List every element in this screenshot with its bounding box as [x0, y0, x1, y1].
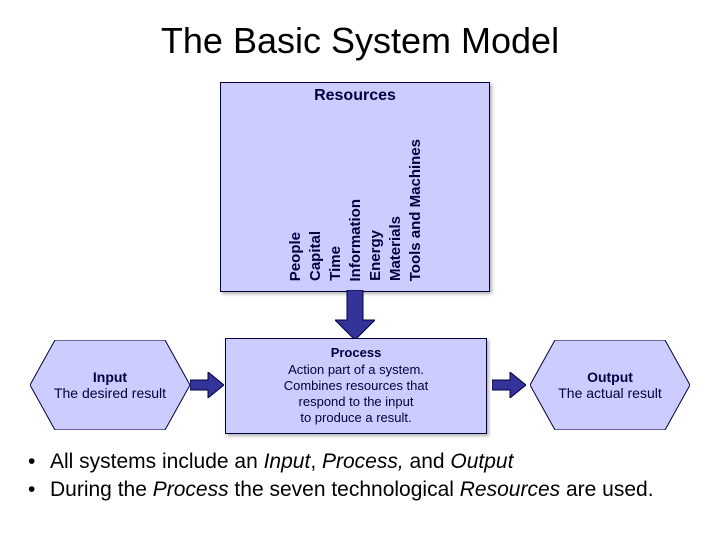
right-arrow-icon	[190, 372, 224, 398]
resource-item: Capital	[307, 231, 324, 281]
bullet-text: and	[404, 450, 451, 473]
resource-item: People	[287, 232, 304, 281]
bullet-dot: •	[28, 476, 50, 504]
process-box: Process Action part of a system. Combine…	[225, 338, 487, 434]
bullet-text: All systems include an	[50, 450, 264, 473]
bullet-list: • All systems include an Input, Process,…	[28, 448, 700, 505]
bullet-italic: Input	[264, 450, 311, 473]
resource-item: Time	[327, 246, 344, 281]
resources-items: People Capital Time Information Energy M…	[287, 111, 424, 281]
output-text: Output The actual result	[538, 369, 682, 401]
down-arrow-icon	[335, 290, 375, 340]
resource-item: Materials	[387, 216, 404, 281]
resources-box: Resources People Capital Time Informatio…	[220, 82, 490, 292]
input-subtitle: The desired result	[54, 385, 166, 401]
input-title: Input	[38, 369, 182, 385]
output-title: Output	[538, 369, 682, 385]
process-line: Combines resources that	[230, 378, 482, 394]
input-block: Input The desired result	[30, 340, 190, 430]
right-arrow-icon	[492, 372, 526, 398]
bullet-italic: Resources	[460, 478, 560, 501]
bullet-text: are used.	[560, 478, 653, 501]
page-title: The Basic System Model	[0, 0, 720, 72]
bullet-text: ,	[310, 450, 322, 473]
process-line: Action part of a system.	[230, 362, 482, 378]
bullet-dot: •	[28, 448, 50, 476]
output-block: Output The actual result	[530, 340, 690, 430]
bullet-text: the seven technological	[229, 478, 460, 501]
bullet-italic: Output	[450, 450, 513, 473]
output-subtitle: The actual result	[558, 385, 662, 401]
input-text: Input The desired result	[38, 369, 182, 401]
bullet-text: During the	[50, 478, 153, 501]
resource-item: Information	[347, 199, 364, 282]
bullet-italic: Process,	[322, 450, 404, 473]
bullet-item: • During the Process the seven technolog…	[28, 476, 700, 504]
resource-item: Energy	[367, 230, 384, 281]
process-line: to produce a result.	[230, 410, 482, 426]
process-line: respond to the input	[230, 394, 482, 410]
process-title: Process	[331, 345, 382, 360]
resource-item: Tools and Machines	[407, 139, 424, 281]
bullet-item: • All systems include an Input, Process,…	[28, 448, 700, 476]
resources-title: Resources	[314, 87, 396, 105]
bullet-italic: Process	[153, 478, 229, 501]
